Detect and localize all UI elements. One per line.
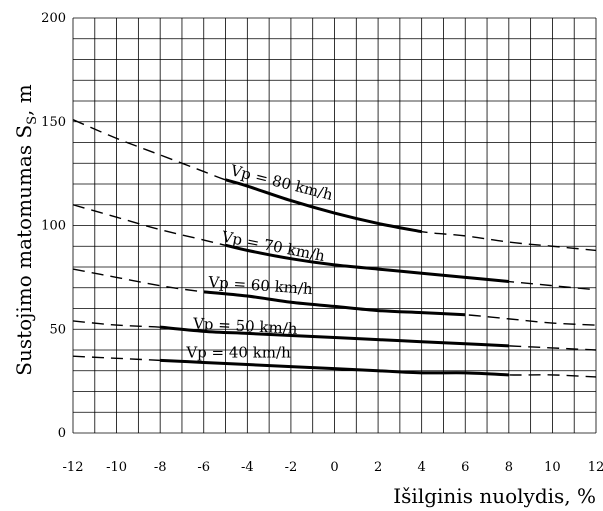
x-tick-label: -2 (285, 460, 298, 475)
x-tick-label: -12 (63, 460, 84, 475)
grid (72, 17, 597, 434)
x-axis-label: Išilginis nuolydis, % (393, 484, 596, 508)
x-tick-label: 12 (588, 460, 603, 475)
x-tick-label: -6 (197, 460, 210, 475)
y-tick-label: 0 (58, 426, 66, 441)
series-label-4: Vp = 50 km/h (192, 314, 299, 338)
x-tick-label: 8 (505, 460, 513, 475)
series-layer (72, 119, 597, 378)
y-axis-label-subscript: S (25, 116, 40, 125)
y-tick-label: 150 (41, 115, 66, 130)
y-tick-label: 50 (49, 322, 66, 337)
y-axis-label-unit: , m (12, 84, 36, 116)
series-curve-solid-4 (160, 325, 509, 348)
series-label-2: Vp = 70 km/h (219, 227, 326, 265)
series-label-5: Vp = 40 km/h (185, 343, 291, 361)
x-tick-label: 6 (461, 460, 469, 475)
x-tick-label: -4 (241, 460, 254, 475)
x-tick-label: 10 (544, 460, 561, 475)
tick-layer: -12 -10 -8 -6 -4 -2 0 2 4 6 8 10 12 0 50 100 150 200 (41, 11, 603, 475)
x-tick-label: 4 (418, 460, 426, 475)
x-tick-label: 2 (374, 460, 382, 475)
x-tick-label: -10 (106, 460, 127, 475)
y-tick-label: 200 (41, 11, 66, 26)
x-tick-label: -8 (154, 460, 167, 475)
series-curve-solid-5 (160, 358, 509, 377)
y-tick-label: 100 (41, 219, 66, 234)
x-tick-label: 0 (330, 460, 338, 475)
series-curve-solid-1 (225, 178, 422, 234)
y-axis-label-main: Sustojimo matomumas S (12, 125, 36, 376)
series-curve-solid-2 (225, 243, 509, 284)
y-axis-label: Sustojimo matomumas SS, m (12, 84, 40, 376)
series-curve-dashed-3 (72, 268, 597, 326)
series-curve-solid-3 (203, 290, 466, 317)
